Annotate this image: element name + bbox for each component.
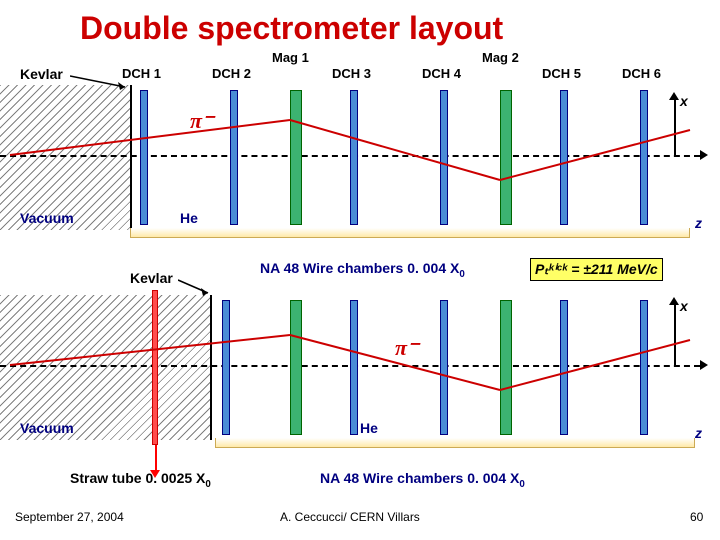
vacuum-region-1: [0, 85, 130, 230]
vacuum-label-2: Vacuum: [20, 420, 74, 436]
straw-arrow: [155, 442, 157, 470]
footer-date: September 27, 2004: [15, 510, 124, 524]
envelope-1: [130, 228, 690, 238]
element-label: DCH 3: [332, 66, 371, 81]
element-label: DCH 6: [622, 66, 661, 81]
element-rect: [560, 300, 568, 435]
kevlar-label-2: Kevlar: [130, 270, 173, 286]
vacuum-label-1: Vacuum: [20, 210, 74, 226]
element-rect: [290, 300, 302, 435]
kevlar-arrow-2: [178, 278, 218, 298]
kevlar-arrow-1: [70, 72, 130, 92]
element-rect: [152, 290, 158, 445]
vacuum-region-2: [0, 295, 210, 440]
pt-kick-formula: Pₜᵏⁱᶜᵏ = ±211 MeV/c: [530, 258, 663, 281]
z-label-1: z: [695, 215, 702, 231]
element-rect: [440, 300, 448, 435]
DCH 1-rect: [140, 90, 148, 225]
x-label-2: x: [680, 298, 688, 314]
element-label: Mag 2: [482, 50, 519, 65]
DCH 2-rect: [230, 90, 238, 225]
DCH 3-rect: [350, 90, 358, 225]
element-label: DCH 4: [422, 66, 461, 81]
he-label-2: He: [360, 420, 378, 436]
element-label: Mag 1: [272, 50, 309, 65]
footer-author: A. Ceccucci/ CERN Villars: [280, 510, 420, 524]
caption-2: NA 48 Wire chambers 0. 004 X0: [320, 470, 525, 490]
kevlar-label-1: Kevlar: [20, 66, 63, 82]
kevlar-line-1: [130, 85, 132, 230]
Mag 1-rect: [290, 90, 302, 225]
footer-page: 60: [690, 510, 703, 524]
DCH 5-rect: [560, 90, 568, 225]
x-arrow-1: [674, 100, 676, 155]
element-rect: [222, 300, 230, 435]
element-rect: [350, 300, 358, 435]
straw-label: Straw tube 0. 0025 X0: [70, 470, 211, 490]
Mag 2-rect: [500, 90, 512, 225]
DCH 6-rect: [640, 90, 648, 225]
element-label: DCH 1: [122, 66, 161, 81]
he-label-1: He: [180, 210, 198, 226]
envelope-2: [215, 438, 695, 448]
DCH 4-rect: [440, 90, 448, 225]
pi-label-2: π⁻: [395, 335, 419, 361]
caption-1: NA 48 Wire chambers 0. 004 X0: [260, 260, 465, 280]
x-arrow-2: [674, 305, 676, 365]
z-label-2: z: [695, 425, 702, 441]
kevlar-line-2: [210, 295, 212, 440]
element-label: DCH 5: [542, 66, 581, 81]
element-rect: [640, 300, 648, 435]
pi-label-1: π⁻: [190, 108, 214, 134]
element-label: DCH 2: [212, 66, 251, 81]
element-rect: [500, 300, 512, 435]
x-label-1: x: [680, 93, 688, 109]
page-title: Double spectrometer layout: [80, 10, 503, 47]
